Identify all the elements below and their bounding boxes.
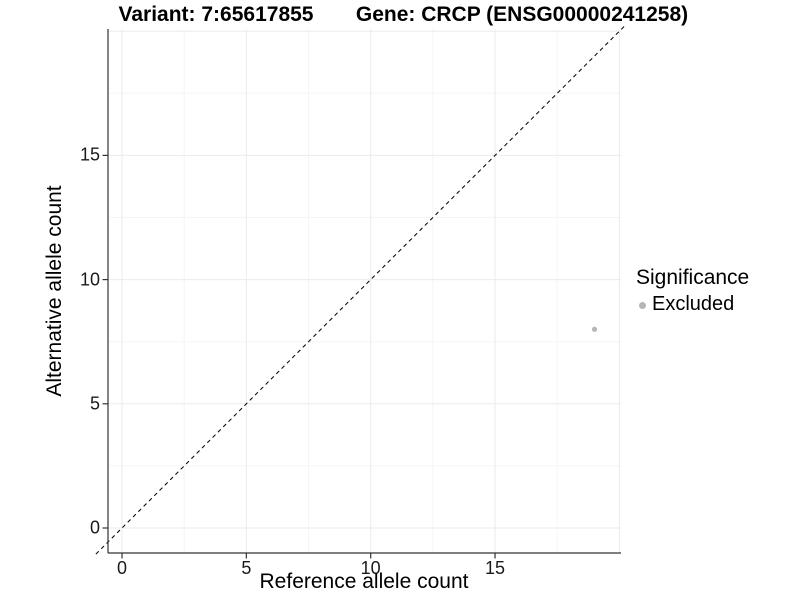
data-point: [591, 326, 598, 332]
x-tick-label: 5: [241, 558, 252, 578]
x-axis-title: Reference allele count: [259, 570, 469, 593]
x-tick-label: 10: [360, 558, 381, 578]
y-axis-title: Alternative allele count: [43, 185, 66, 397]
y-tick-label: 10: [79, 269, 100, 290]
y-tick-label: 0: [89, 517, 100, 538]
x-tick-label: 15: [485, 558, 506, 578]
plot-title-variant: Variant: 7:65617855: [118, 3, 314, 26]
legend-point-swatch: [639, 302, 646, 309]
x-tick-label: 0: [116, 558, 128, 578]
plot-title-gene: Gene: CRCP (ENSG00000241258): [355, 3, 689, 26]
y-tick-label: 5: [89, 393, 100, 414]
identity-line: [95, 25, 625, 555]
y-tick-label: 15: [79, 144, 100, 165]
legend-title: Significance: [636, 266, 750, 289]
legend: Significance Excluded: [636, 266, 749, 316]
legend-item-label: Excluded: [652, 293, 735, 315]
legend-item-excluded: Excluded: [636, 293, 749, 316]
